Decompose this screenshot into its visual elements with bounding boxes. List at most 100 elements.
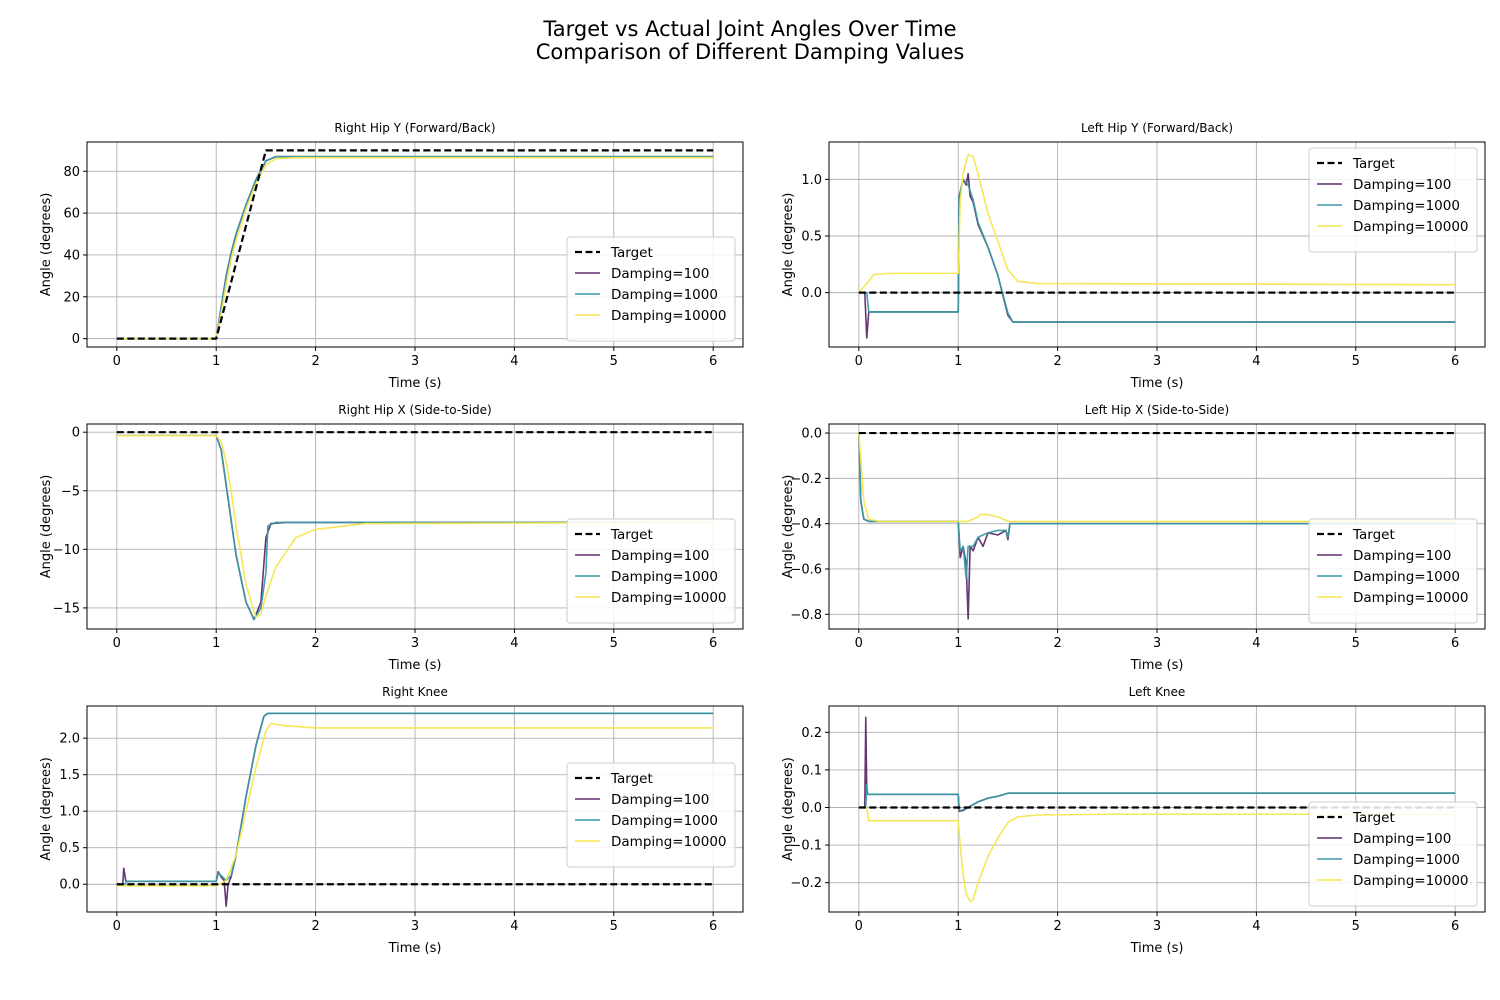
legend-label: Damping=1000 bbox=[1353, 569, 1460, 585]
legend-frame bbox=[1308, 801, 1478, 907]
subplot-4: Left Hip X (Side-to-Side) 0 1 2 3 4 5 6 −0.8 −0.6… bbox=[781, 403, 1486, 673]
legend-label: Damping=10000 bbox=[611, 308, 727, 324]
legend-label: Damping=100 bbox=[611, 548, 709, 564]
y-tick-label: 0.1 bbox=[801, 763, 822, 778]
legend-frame bbox=[1308, 147, 1478, 253]
y-axis-label: Angle (degrees) bbox=[39, 193, 54, 297]
x-tick-label: 4 bbox=[510, 919, 518, 934]
y-tick-label: 0.0 bbox=[801, 286, 822, 301]
x-tick-label: 1 bbox=[954, 636, 962, 651]
subplot-title: Right Hip X (Side-to-Side) bbox=[338, 403, 491, 417]
y-tick-label: −0.1 bbox=[790, 839, 822, 854]
x-tick-label: 1 bbox=[954, 354, 962, 369]
series-line-damping-10000 bbox=[858, 153, 1456, 294]
x-tick-label: 2 bbox=[1053, 636, 1061, 651]
legend: Target Damping=100 Damping=1000 Damping=100… bbox=[566, 518, 736, 624]
x-axis-label: Time (s) bbox=[388, 376, 442, 391]
x-tick-label: 4 bbox=[510, 636, 518, 651]
x-tick-label: 6 bbox=[709, 919, 717, 934]
legend-label: Damping=1000 bbox=[611, 287, 718, 303]
x-tick-label: 0 bbox=[113, 919, 121, 934]
series-group bbox=[116, 712, 714, 907]
series-group bbox=[858, 153, 1456, 339]
x-tick-label: 0 bbox=[113, 636, 121, 651]
y-tick-label: 20 bbox=[63, 290, 80, 305]
x-tick-label: 5 bbox=[1352, 636, 1360, 651]
x-axis-label: Time (s) bbox=[1130, 941, 1184, 956]
x-tick-label: 6 bbox=[1451, 354, 1459, 369]
legend-label: Damping=100 bbox=[1353, 548, 1451, 564]
y-tick-label: −0.2 bbox=[790, 876, 822, 891]
x-axis-label: Time (s) bbox=[1130, 658, 1184, 673]
x-tick-label: 5 bbox=[610, 919, 618, 934]
legend-label: Target bbox=[610, 527, 653, 543]
x-tick-label: 5 bbox=[610, 636, 618, 651]
y-axis-label: Angle (degrees) bbox=[781, 475, 796, 579]
y-tick-label: −0.8 bbox=[790, 608, 822, 623]
x-tick-label: 2 bbox=[311, 636, 319, 651]
y-tick-label: 1.5 bbox=[59, 768, 80, 783]
x-tick-label: 6 bbox=[1451, 636, 1459, 651]
x-tick-label: 5 bbox=[1352, 919, 1360, 934]
legend-label: Target bbox=[1352, 156, 1395, 172]
subplot-5: Right Knee 0 1 2 3 4 5 6 0.0 0.5 1.0 1.5 2.0 Time (s)… bbox=[39, 685, 744, 956]
legend-label: Target bbox=[610, 771, 653, 787]
subplot-title: Right Knee bbox=[382, 685, 448, 699]
y-tick-label: 1.0 bbox=[801, 173, 822, 188]
x-axis-label: Time (s) bbox=[388, 658, 442, 673]
subplot-grid: Right Hip Y (Forward/Back)0 1 2 3 4 5 60204060… bbox=[39, 121, 1486, 956]
legend-label: Damping=100 bbox=[611, 792, 709, 808]
x-tick-label: 4 bbox=[510, 354, 518, 369]
y-axis-label: Angle (degrees) bbox=[39, 757, 54, 861]
series-group bbox=[858, 431, 1456, 620]
legend-label: Damping=1000 bbox=[1353, 198, 1460, 214]
legend-label: Target bbox=[1352, 810, 1395, 826]
legend-label: Damping=1000 bbox=[611, 813, 718, 829]
x-tick-label: 6 bbox=[709, 354, 717, 369]
x-tick-label: 0 bbox=[855, 354, 863, 369]
x-tick-label: 0 bbox=[855, 919, 863, 934]
subplot-title: Left Hip Y (Forward/Back) bbox=[1081, 121, 1233, 135]
x-tick-label: 0 bbox=[113, 354, 121, 369]
x-tick-label: 2 bbox=[1053, 919, 1061, 934]
y-tick-label: −5 bbox=[61, 484, 80, 499]
x-tick-label: 3 bbox=[411, 919, 419, 934]
x-tick-label: 2 bbox=[1053, 354, 1061, 369]
series-line-damping-1000 bbox=[116, 434, 714, 621]
subplot-3: Right Hip X (Side-to-Side) 0 1 2 3 4 5 6 −15 −10 −… bbox=[39, 403, 744, 673]
series-line-target bbox=[116, 149, 714, 340]
y-tick-label: 60 bbox=[63, 207, 80, 222]
series-line-damping-10000 bbox=[858, 806, 1456, 903]
y-tick-label: 0.0 bbox=[801, 801, 822, 816]
x-tick-label: 1 bbox=[954, 919, 962, 934]
y-tick-label: 0.0 bbox=[59, 878, 80, 893]
y-tick-label: 40 bbox=[63, 248, 80, 263]
legend: Target Damping=100 Damping=1000 Damping=100… bbox=[1308, 801, 1478, 907]
series-line-damping-1000 bbox=[858, 178, 1456, 323]
subplot-title: Left Hip X (Side-to-Side) bbox=[1085, 403, 1229, 417]
subplot-2: Left Hip Y (Forward/Back) 0 1 2 3 4 5 6 0.0 0.5 1.… bbox=[781, 121, 1486, 391]
legend: Target Damping=100 Damping=1000 Damping=100… bbox=[1308, 147, 1478, 253]
y-tick-label: −15 bbox=[53, 601, 80, 616]
series-group bbox=[116, 149, 714, 340]
y-tick-label: −0.4 bbox=[790, 517, 822, 532]
legend-label: Damping=1000 bbox=[1353, 852, 1460, 868]
y-tick-label: 0.5 bbox=[801, 230, 822, 245]
x-tick-label: 5 bbox=[610, 354, 618, 369]
y-tick-label: 0 bbox=[72, 332, 80, 347]
legend-label: Damping=1000 bbox=[611, 569, 718, 585]
x-tick-label: 1 bbox=[212, 919, 220, 934]
subplot-6: Left Knee 0 1 2 3 4 5 6 −0.2 −0.1 0.0 0.1 0.2 Time (s… bbox=[781, 685, 1486, 956]
legend: Target Damping=100 Damping=1000 Damping=100… bbox=[566, 236, 736, 342]
x-tick-label: 6 bbox=[1451, 919, 1459, 934]
x-axis-label: Time (s) bbox=[388, 941, 442, 956]
legend-label: Damping=100 bbox=[1353, 177, 1451, 193]
legend: Target Damping=100 Damping=1000 Damping=100… bbox=[1308, 518, 1478, 624]
series-line-damping-10000 bbox=[116, 434, 714, 619]
y-tick-label: −0.6 bbox=[790, 562, 822, 577]
series-line-damping-1000 bbox=[858, 433, 1456, 579]
y-axis-label: Angle (degrees) bbox=[781, 193, 796, 297]
legend-label: Damping=10000 bbox=[1353, 873, 1469, 889]
series-group bbox=[116, 431, 714, 621]
legend-label: Damping=100 bbox=[1353, 831, 1451, 847]
